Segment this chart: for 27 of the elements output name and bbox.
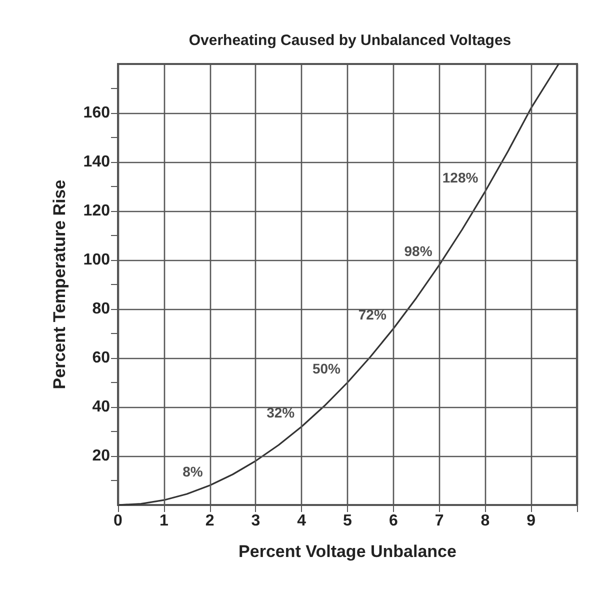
x-tick-label: 4 [297,512,306,530]
y-axis-title: Percent Temperature Rise [50,180,69,390]
x-tick-label: 3 [251,512,260,530]
x-tick-label: 9 [526,512,536,530]
y-tick-label: 60 [92,350,110,366]
annotation: 50% [312,360,342,376]
x-tick-label: 0 [114,512,123,530]
x-tick-label: 8 [480,512,490,530]
chart-title: Overheating Caused by Unbalanced Voltages [188,32,512,49]
x-axis-title: Percent Voltage Unbalance [238,542,456,561]
annotation: 32% [266,404,296,421]
y-tick-label: 20 [92,448,110,464]
x-tick-label: 6 [388,512,398,530]
annotation: 98% [404,242,433,259]
x-tick-label: 7 [434,512,444,530]
y-tick-label: 80 [92,300,110,318]
annotation: 128% [442,169,479,186]
x-tick-label: 2 [205,512,214,530]
y-tick-label: 120 [83,202,110,220]
annotation: 72% [358,306,387,323]
y-tick-label: 140 [83,154,110,170]
annotation: 8% [182,463,204,480]
y-tick-label: 160 [83,104,110,122]
x-tick-label: 1 [159,512,168,530]
x-tick-label: 5 [343,512,352,530]
y-tick-label: 100 [83,252,110,268]
y-tick-label: 40 [92,398,110,416]
